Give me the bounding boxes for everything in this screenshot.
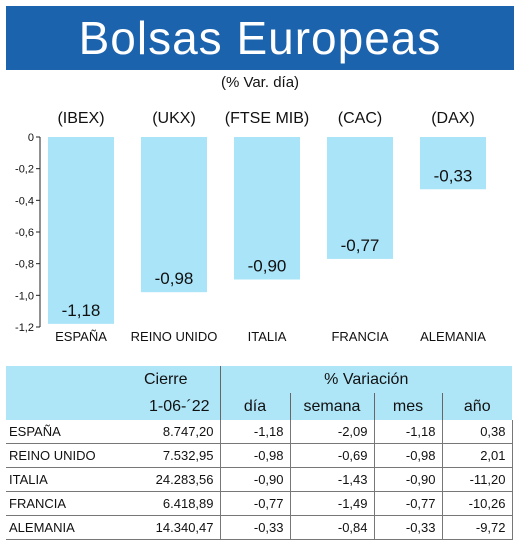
row-ano: -11,20 bbox=[442, 467, 513, 492]
header-date: 1-06-´22 bbox=[112, 393, 221, 420]
y-tick-label: 0 bbox=[28, 132, 34, 144]
row-ano: -10,26 bbox=[442, 491, 513, 516]
title-banner: Bolsas Europeas bbox=[6, 6, 514, 70]
bar-value-label: -0,33 bbox=[434, 166, 473, 185]
row-ano: -9,72 bbox=[442, 515, 513, 540]
header-ano: año bbox=[442, 393, 512, 420]
bar bbox=[420, 137, 486, 190]
bar bbox=[141, 137, 207, 293]
row-cierre: 7.532,95 bbox=[112, 443, 221, 468]
table-row: FRANCIA 6.418,89 -0,77 -1,49 -0,77 -10,2… bbox=[6, 491, 513, 516]
row-semana: -0,69 bbox=[290, 443, 375, 468]
index-label: (DAX) bbox=[431, 110, 475, 127]
row-country: ITALIA bbox=[6, 467, 112, 492]
y-tick-label: -1,2 bbox=[15, 322, 34, 334]
bar-value-label: -1,18 bbox=[62, 301, 101, 320]
row-semana: -1,49 bbox=[290, 491, 375, 516]
chart-subtitle: (% Var. día) bbox=[220, 74, 300, 91]
y-tick-label: -0,4 bbox=[15, 195, 34, 207]
bar bbox=[327, 137, 393, 259]
row-cierre: 8.747,20 bbox=[112, 420, 221, 444]
row-cierre: 14.340,47 bbox=[112, 515, 221, 540]
row-ano: 0,38 bbox=[442, 420, 513, 444]
category-label: ITALIA bbox=[248, 329, 287, 344]
category-label: ALEMANIA bbox=[420, 329, 486, 344]
row-mes: -0,33 bbox=[374, 515, 443, 540]
row-ano: 2,01 bbox=[442, 443, 513, 468]
bar-chart: 0 -0,2 -0,4 -0,6 -0,8 -1,0 -1,2 -1,18 (IBEX) ESPA… bbox=[15, 110, 486, 344]
category-label: REINO UNIDO bbox=[131, 329, 218, 344]
index-label: (CAC) bbox=[338, 110, 382, 127]
row-mes: -0,77 bbox=[374, 491, 443, 516]
y-tick-label: -0,6 bbox=[15, 227, 34, 239]
index-label: (UKX) bbox=[152, 110, 196, 127]
category-label: ESPAÑA bbox=[55, 329, 107, 344]
row-dia: -0,77 bbox=[220, 491, 291, 516]
header-mes: mes bbox=[374, 393, 443, 420]
row-dia: -0,90 bbox=[220, 467, 291, 492]
row-mes: -1,18 bbox=[374, 420, 443, 444]
bar-value-label: -0,98 bbox=[155, 269, 194, 288]
y-tick-label: -0,8 bbox=[15, 259, 34, 271]
table-row: REINO UNIDO 7.532,95 -0,98 -0,69 -0,98 2… bbox=[6, 443, 513, 468]
row-country: ESPAÑA bbox=[6, 420, 112, 444]
row-semana: -1,43 bbox=[290, 467, 375, 492]
row-mes: -0,90 bbox=[374, 467, 443, 492]
row-semana: -0,84 bbox=[290, 515, 375, 540]
header-blank bbox=[6, 366, 112, 393]
header-dia: día bbox=[220, 393, 291, 420]
quotes-table: Cierre % Variación 1-06-´22 día semana m… bbox=[6, 366, 513, 540]
y-tick-label: -0,2 bbox=[15, 164, 34, 176]
category-label: FRANCIA bbox=[331, 329, 388, 344]
header-variacion: % Variación bbox=[220, 366, 512, 393]
index-label: (IBEX) bbox=[57, 110, 104, 127]
row-dia: -0,98 bbox=[220, 443, 291, 468]
row-cierre: 24.283,56 bbox=[112, 467, 221, 492]
row-country: FRANCIA bbox=[6, 491, 112, 516]
row-country: ALEMANIA bbox=[6, 515, 112, 540]
bar bbox=[234, 137, 300, 280]
header-semana: semana bbox=[290, 393, 375, 420]
row-mes: -0,98 bbox=[374, 443, 443, 468]
index-label: (FTSE MIB) bbox=[225, 110, 309, 127]
row-dia: -0,33 bbox=[220, 515, 291, 540]
header-cierre: Cierre bbox=[112, 366, 221, 393]
table-row: ITALIA 24.283,56 -0,90 -1,43 -0,90 -11,2… bbox=[6, 467, 513, 492]
row-dia: -1,18 bbox=[220, 420, 291, 444]
header-blank-2 bbox=[6, 393, 112, 420]
row-cierre: 6.418,89 bbox=[112, 491, 221, 516]
bar-value-label: -0,77 bbox=[341, 236, 380, 255]
bar bbox=[48, 137, 114, 324]
bar-value-label: -0,90 bbox=[248, 257, 287, 276]
page-title: Bolsas Europeas bbox=[78, 12, 442, 64]
table-row: ALEMANIA 14.340,47 -0,33 -0,84 -0,33 -9,… bbox=[6, 515, 513, 540]
row-semana: -2,09 bbox=[290, 420, 375, 444]
row-country: REINO UNIDO bbox=[6, 443, 112, 468]
y-tick-label: -1,0 bbox=[15, 290, 34, 302]
table-row: ESPAÑA 8.747,20 -1,18 -2,09 -1,18 0,38 bbox=[6, 420, 513, 444]
